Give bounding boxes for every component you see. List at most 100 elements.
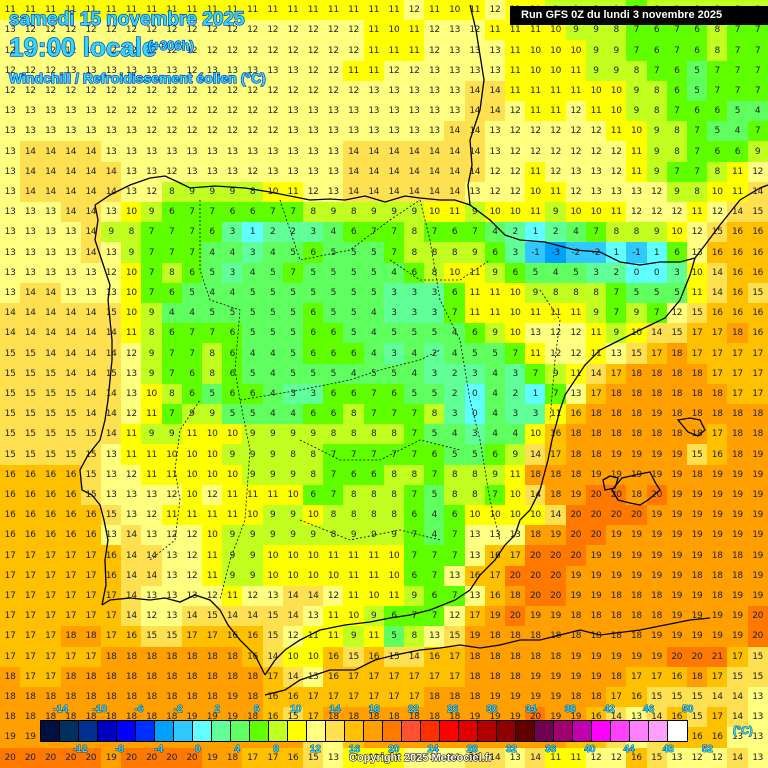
grid-value: 14 [181,606,203,627]
grid-value: 4 [444,343,465,364]
grid-value: 6 [242,383,263,405]
grid-value: 6 [222,363,243,384]
grid-value: 13 [383,80,405,102]
grid-value: 15 [343,646,364,667]
grid-value: 9 [282,525,304,546]
grid-value: 2 [505,383,526,405]
grid-value: 18 [707,545,728,566]
grid-value: 11 [303,626,324,647]
grid-value: 11 [505,20,526,41]
grid-value: 13 [303,606,324,627]
grid-value: 19 [626,646,647,667]
grid-value: 16 [0,484,21,506]
grid-value: 6 [181,262,203,283]
grid-value: 17 [20,626,41,647]
grid-value: 19 [666,444,687,465]
grid-value: 13 [484,40,506,61]
grid-value: 13 [141,60,162,81]
grid-value: 17 [60,585,81,607]
grid-value: 2 [424,343,445,364]
grid-value: 0 [646,262,667,283]
grid-value: 7 [383,444,405,465]
grid-value: 7 [161,404,182,425]
grid-value: 9 [262,424,283,445]
grid-value: 12 [424,40,445,61]
grid-value: 19 [585,585,607,607]
grid-value: 8 [282,444,304,465]
grid-value: 16 [101,545,122,566]
grid-value: 9 [181,404,203,425]
grid-value: 8 [121,222,142,243]
grid-value: 14 [727,707,748,728]
grid-value: 13 [60,242,81,263]
grid-value: 7 [181,343,203,364]
grid-value: 19 [222,686,243,708]
grid-value: 11 [222,585,243,607]
colorbar-swatch [174,721,193,741]
grid-value: 13 [444,80,465,102]
grid-value: 5 [383,323,405,344]
grid-value: 12 [202,585,223,607]
grid-value: 12 [565,343,586,364]
grid-value: 19 [626,444,647,465]
grid-value: 19 [606,565,627,586]
grid-value: 10 [626,323,647,344]
grid-value: 19 [101,747,122,768]
grid-value: 6 [181,383,203,405]
grid-value: 18 [646,424,667,445]
grid-value: 12 [101,101,122,122]
grid-value: 17 [262,666,283,687]
grid-value: 13 [505,525,526,546]
grid-value: 18 [80,626,102,647]
grid-value: 8 [323,525,344,546]
grid-value: 20 [626,505,647,526]
grid-value: 8 [646,80,667,102]
grid-value: 14 [121,545,142,566]
grid-value: 20 [60,747,81,768]
grid-value: 4 [323,222,344,243]
grid-value: 10 [525,40,546,61]
grid-value: 20 [181,747,203,768]
grid-value: 18 [484,646,506,667]
grid-value: 10 [121,303,142,324]
grid-value: 3 [383,303,405,324]
grid-value: 17 [20,545,41,566]
grid-value: 7 [262,202,283,223]
grid-value: 12 [181,80,203,102]
grid-value: 3 [424,282,445,304]
grid-value: 16 [545,424,566,445]
grid-value: 10 [686,262,708,283]
grid-value: 4 [545,262,566,283]
grid-value: 14 [60,181,81,203]
grid-value: 3 [505,363,526,384]
grid-value: 16 [626,747,647,768]
grid-value: 12 [303,20,324,41]
grid-value: 12 [242,80,263,102]
grid-value: 16 [727,303,748,324]
grid-value: 11 [121,444,142,465]
grid-value: 10 [181,444,203,465]
grid-value: 16 [707,444,728,465]
grid-value: 13 [0,121,21,142]
grid-value: 13 [464,181,485,203]
grid-value: 5 [323,262,344,283]
grid-value: 8 [444,242,465,263]
grid-value: 13 [464,585,485,607]
colorbar-tick-label: 16 [349,744,361,756]
grid-value: 12 [242,101,263,122]
grid-value: 9 [121,242,142,263]
grid-value: 13 [565,161,586,182]
grid-value: 9 [565,20,586,41]
grid-value: 12 [545,343,566,364]
grid-value: 7 [383,242,405,263]
grid-value: 4 [424,525,445,546]
grid-value: 16 [707,303,728,324]
grid-value: 3 [222,262,243,283]
colorbar-tick-label: -14 [53,704,68,716]
grid-value: 10 [666,222,687,243]
grid-value: 6 [404,565,425,586]
grid-value: 16 [242,626,263,647]
grid-value: 11 [282,181,304,203]
grid-value: 17 [686,323,708,344]
